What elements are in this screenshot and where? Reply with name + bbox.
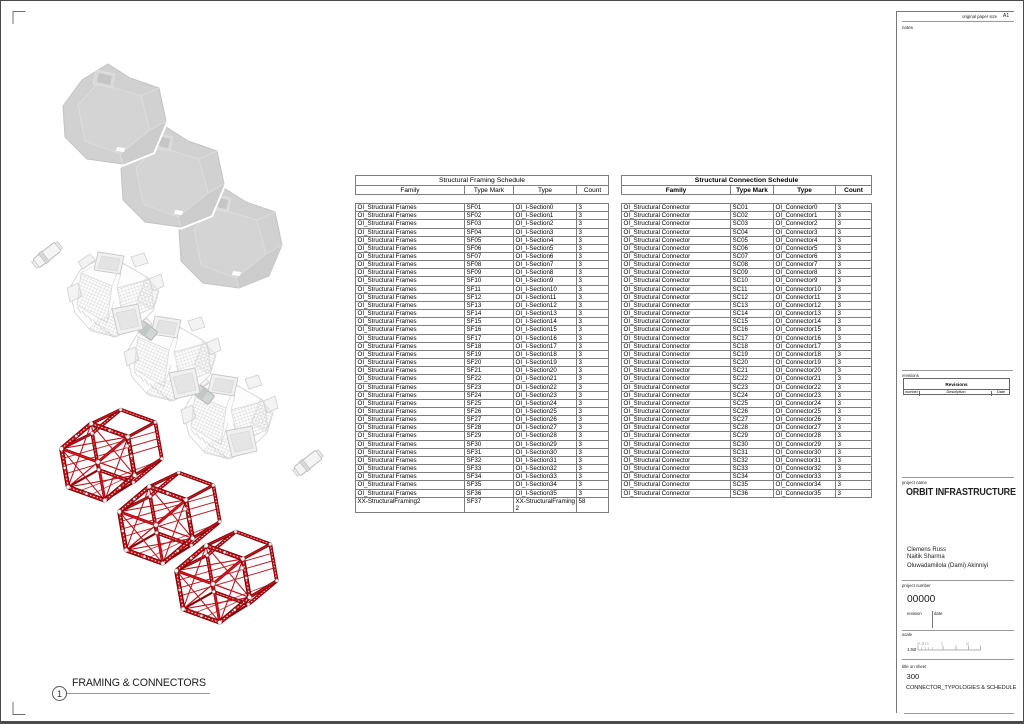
- svg-text:0 1.25 2.5: 0 1.25 2.5: [917, 642, 929, 646]
- svg-text:5: 5: [941, 642, 943, 646]
- svg-text:10: 10: [966, 642, 969, 646]
- svg-text:1:50: 1:50: [907, 647, 917, 653]
